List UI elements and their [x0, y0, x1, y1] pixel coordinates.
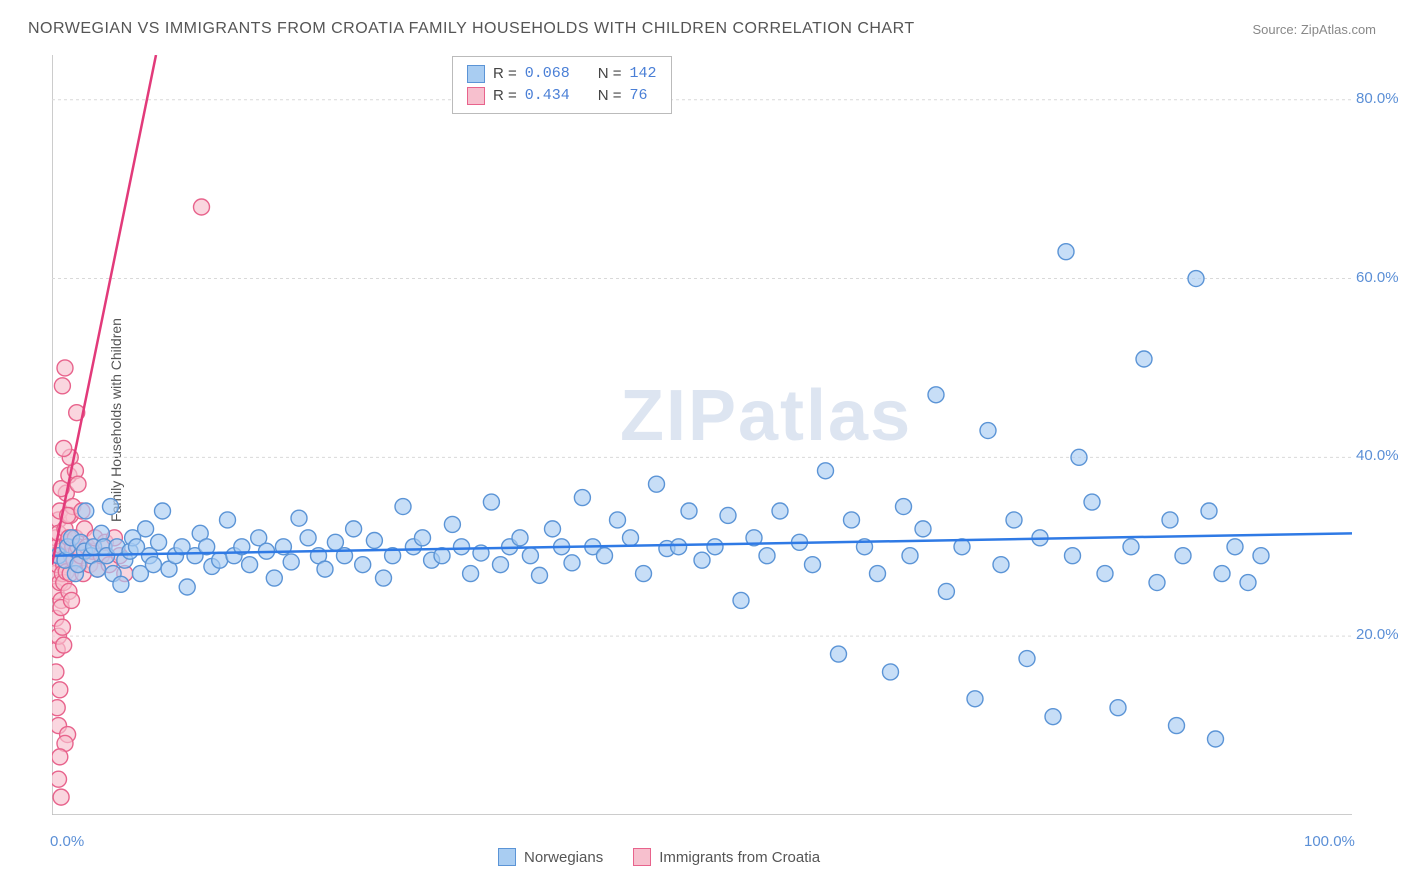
series-legend: Norwegians Immigrants from Croatia [498, 848, 820, 866]
y-tick-label: 80.0% [1356, 90, 1399, 107]
correlation-legend: R = 0.068 N = 142 R = 0.434 N = 76 [452, 56, 672, 114]
legend-swatch [467, 87, 485, 105]
legend-stat-row: R = 0.068 N = 142 [467, 63, 657, 85]
chart-area: 20.0%40.0%60.0%80.0%0.0%100.0% [52, 55, 1352, 815]
legend-series-label: Immigrants from Croatia [659, 849, 820, 866]
legend-stat-row: R = 0.434 N = 76 [467, 85, 657, 107]
stat-n-value: 76 [630, 85, 648, 107]
legend-series-item: Norwegians [498, 848, 603, 866]
legend-series-label: Norwegians [524, 849, 603, 866]
chart-svg [52, 55, 1352, 815]
stat-r-value: 0.068 [525, 63, 570, 85]
y-tick-label: 20.0% [1356, 626, 1399, 643]
legend-swatch [498, 848, 516, 866]
stat-r-value: 0.434 [525, 85, 570, 107]
source-label: Source: ZipAtlas.com [1252, 22, 1376, 37]
legend-swatch [467, 65, 485, 83]
x-tick-label: 100.0% [1304, 833, 1355, 850]
stat-r-label: R = [493, 85, 517, 107]
stat-r-label: R = [493, 63, 517, 85]
legend-series-item: Immigrants from Croatia [633, 848, 820, 866]
y-tick-label: 60.0% [1356, 269, 1399, 286]
x-tick-label: 0.0% [50, 833, 84, 850]
chart-title: NORWEGIAN VS IMMIGRANTS FROM CROATIA FAM… [28, 20, 915, 38]
stat-n-value: 142 [630, 63, 657, 85]
y-tick-label: 40.0% [1356, 447, 1399, 464]
legend-swatch [633, 848, 651, 866]
stat-n-label: N = [598, 63, 622, 85]
stat-n-label: N = [598, 85, 622, 107]
